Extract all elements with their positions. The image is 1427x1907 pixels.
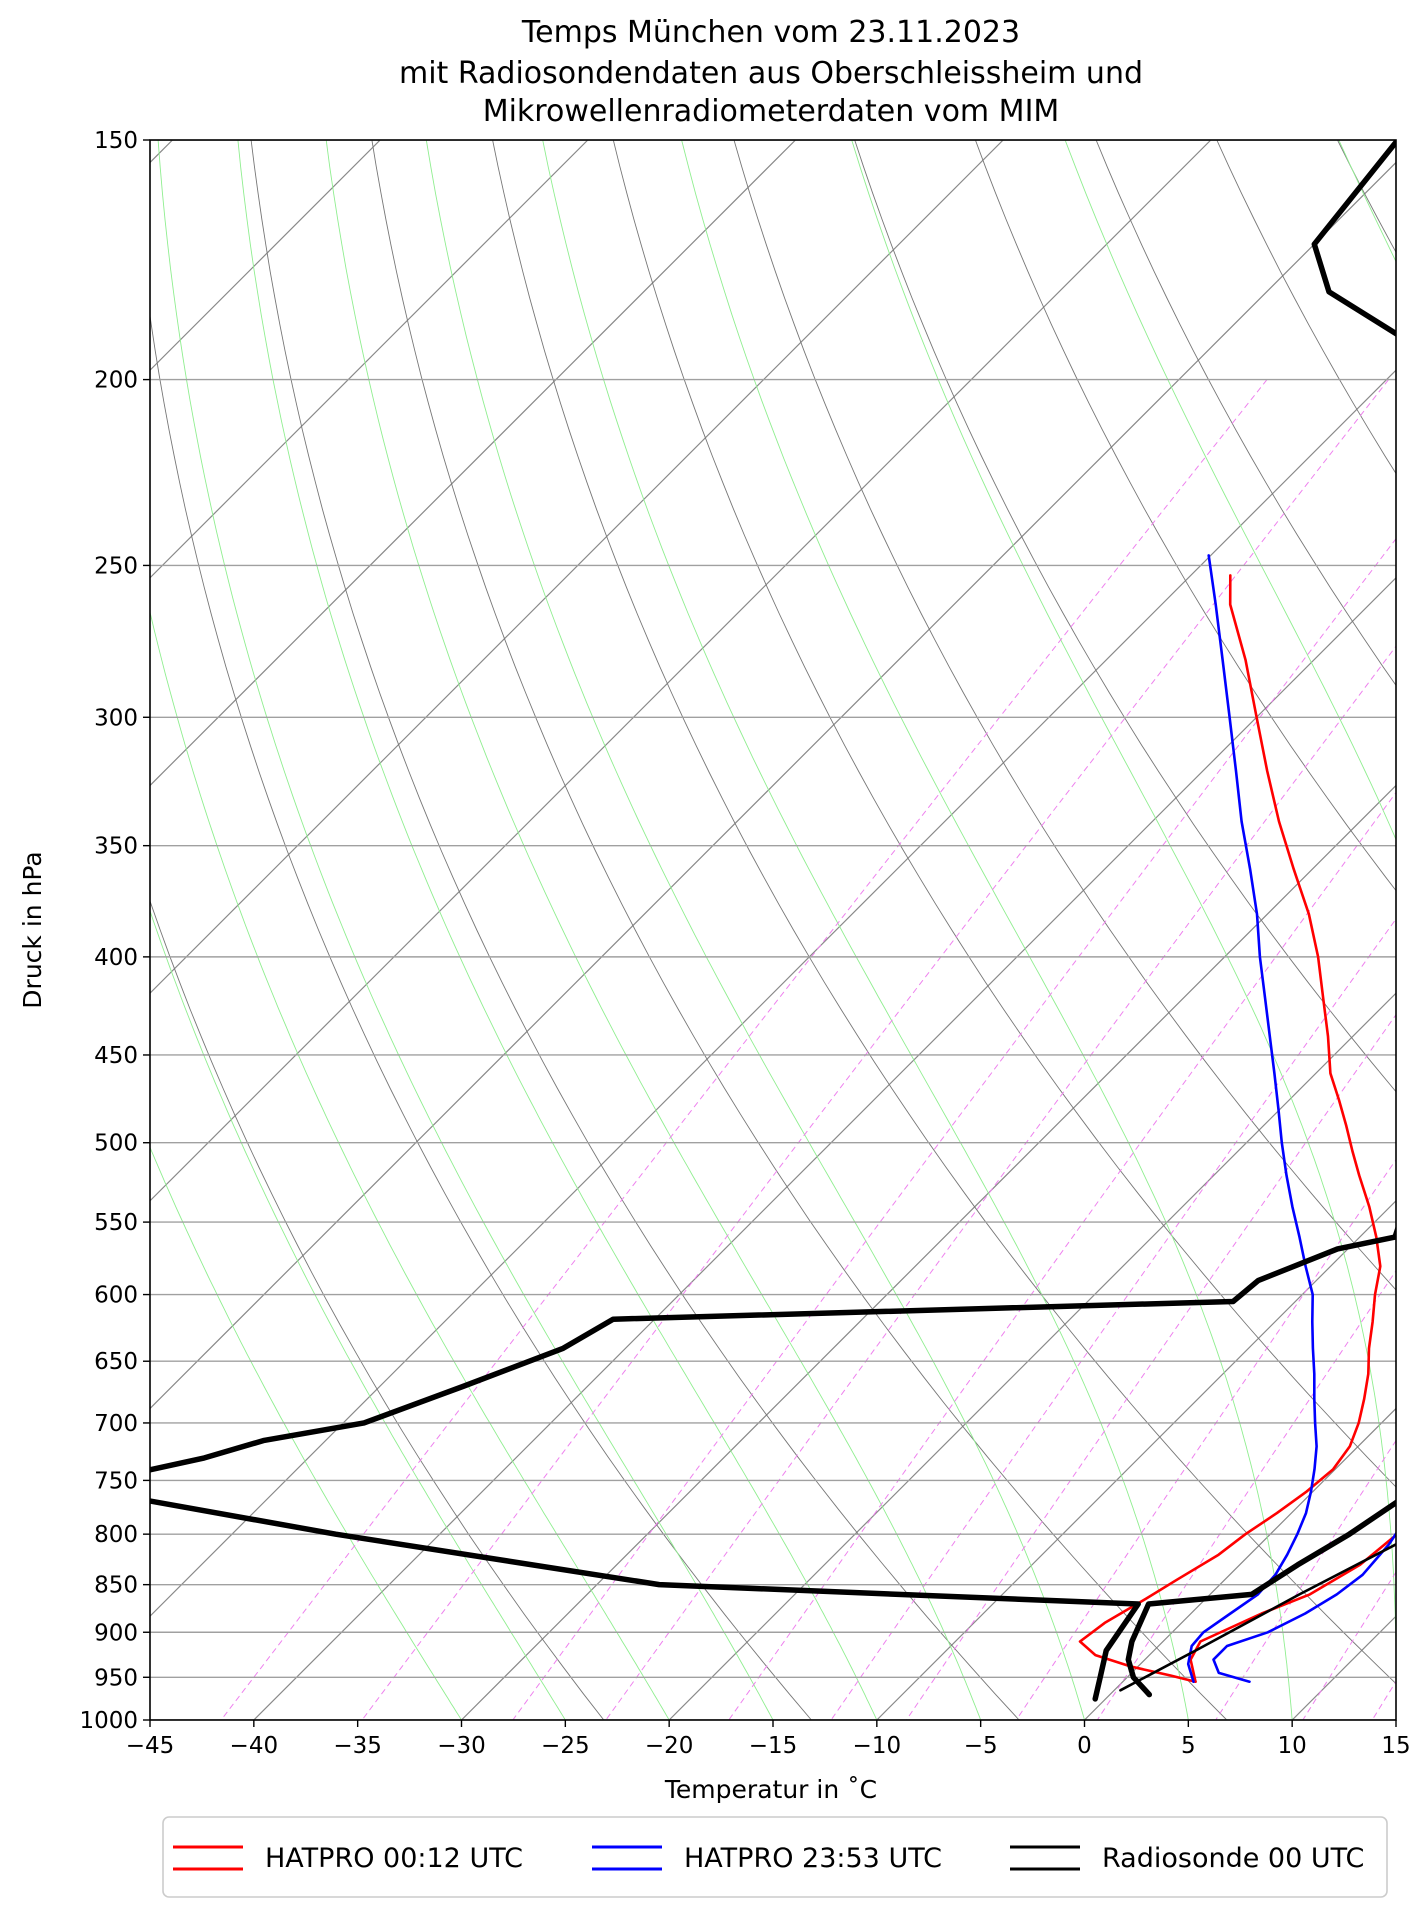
- hatpro-23-53-utc-dewpoint-line: [1186, 554, 1318, 1683]
- chart-title-line-3: Mikrowellenradiometerdaten vom MIM: [483, 94, 1060, 129]
- x-tick-label: 15: [1381, 1733, 1410, 1759]
- isotherm-line: [150, 140, 1212, 1202]
- y-tick-label: 250: [94, 553, 138, 579]
- y-tick-label: 1000: [79, 1708, 138, 1734]
- radiosonde-00-utc-temperature-line: [1125, 1499, 1396, 1698]
- y-tick-label: 450: [94, 1043, 138, 1069]
- moist-adiabat-line: [542, 140, 1189, 1720]
- x-axis-ticks: −45 −40 −35 −30 −25 −20 −15 −10 −5 0 5 10 15: [126, 1720, 1411, 1759]
- y-tick-label: 200: [94, 368, 138, 394]
- y-tick-label: 850: [94, 1573, 138, 1599]
- dry-adiabat-line: [733, 140, 1396, 1291]
- moist-adiabat-line: [851, 140, 1396, 1720]
- dry-adiabat-line: [250, 140, 1020, 1720]
- isotherm-line: [150, 369, 1396, 1618]
- dry-adiabat-line: [150, 312, 812, 1720]
- y-tick-label: 150: [94, 128, 138, 154]
- moist-adiabat-line: [157, 140, 774, 1720]
- y-tick-label: 650: [94, 1349, 138, 1375]
- y-axis-ticks: 150 200 250 300 350 400 450 500 550 600 650 700 750 8…: [79, 128, 150, 1734]
- y-tick-label: 400: [94, 945, 138, 971]
- x-tick-label: 0: [1077, 1733, 1092, 1759]
- legend-item-radiosonde: Radiosonde 00 UTC: [1010, 1843, 1364, 1874]
- dry-adiabat-line: [1095, 140, 1396, 687]
- x-axis-label: Temperatur in ˚C: [664, 1775, 877, 1804]
- dry-adiabat-line: [854, 140, 1396, 1093]
- isotherm-line: [668, 992, 1396, 1720]
- y-tick-label: 800: [94, 1522, 138, 1548]
- y-tick-label: 600: [94, 1283, 138, 1309]
- chart-title-line-1: Temps München vom 23.11.2023: [521, 15, 1020, 50]
- x-tick-label: −25: [541, 1733, 590, 1759]
- legend-item-hatpro-0012: HATPRO 00:12 UTC: [173, 1843, 523, 1874]
- radiosonde-00-utc-parcel-line: [1119, 1542, 1396, 1692]
- dry-adiabat-line: [371, 140, 1228, 1720]
- dry-adiabat-line: [492, 140, 1396, 1685]
- mixing-ratio-line: [220, 379, 1268, 1720]
- isotherm-line: [150, 140, 589, 579]
- legend: HATPRO 00:12 UTC HATPRO 23:53 UTC Radios…: [162, 1816, 1388, 1898]
- dry-adiabat-line: [612, 140, 1396, 1488]
- x-tick-label: 10: [1278, 1733, 1307, 1759]
- isotherm-line: [461, 784, 1396, 1720]
- mixing-ratio-line: [605, 645, 1396, 1720]
- mixing-ratio-line: [512, 537, 1396, 1720]
- legend-label-radiosonde: Radiosonde 00 UTC: [1102, 1843, 1364, 1874]
- x-tick-label: −45: [126, 1733, 175, 1759]
- moist-adiabat-line: [150, 909, 566, 1720]
- y-tick-label: 550: [94, 1210, 138, 1236]
- mixing-ratio-line: [830, 918, 1396, 1720]
- radiosonde-00-utc-dewpoint-line: [150, 140, 1396, 1702]
- chart-title: Temps München vom 23.11.2023 mit Radioso…: [399, 15, 1143, 129]
- x-tick-label: −30: [437, 1733, 486, 1759]
- mixing-ratio-line: [728, 791, 1396, 1720]
- mixing-ratio-line: [905, 1013, 1396, 1720]
- y-tick-label: 350: [94, 834, 138, 860]
- x-tick-label: −10: [853, 1733, 902, 1759]
- isotherm-line: [1084, 1407, 1396, 1720]
- moist-adiabat-line: [1064, 140, 1396, 841]
- isotherm-line: [150, 161, 1396, 1410]
- legend-frame: [162, 1816, 1388, 1898]
- hatpro-23-53-utc-temperature-line: [1212, 1531, 1396, 1683]
- hatpro-00-12-utc-temperature-line: [1189, 1533, 1396, 1683]
- dry-adiabat-line: [150, 899, 605, 1720]
- isotherm-line: [253, 576, 1396, 1720]
- y-tick-label: 750: [94, 1468, 138, 1494]
- moist-adiabat-line: [681, 140, 1293, 1720]
- moist-adiabat-line: [425, 140, 1085, 1720]
- isotherm-line: [150, 140, 1004, 995]
- y-axis-label: Druck in hPa: [18, 851, 47, 1008]
- x-tick-label: −15: [749, 1733, 798, 1759]
- y-tick-label: 700: [94, 1411, 138, 1437]
- y-tick-label: 500: [94, 1131, 138, 1157]
- hatpro-00-12-utc-dewpoint-line: [1078, 574, 1382, 1683]
- dry-adiabat-line: [1216, 140, 1396, 475]
- mixing-ratio-line: [1015, 1158, 1396, 1720]
- legend-label-hatpro-0012: HATPRO 00:12 UTC: [265, 1843, 523, 1874]
- dry-adiabat-line: [974, 140, 1396, 892]
- x-tick-label: −40: [230, 1733, 279, 1759]
- moist-adiabat-line: [150, 1146, 462, 1720]
- legend-label-hatpro-2353: HATPRO 23:53 UTC: [684, 1843, 942, 1874]
- y-tick-label: 300: [94, 705, 138, 731]
- y-tick-label: 950: [94, 1665, 138, 1691]
- profile-lines: [150, 140, 1396, 1702]
- chart-title-line-2: mit Radiosondendaten aus Oberschleisshei…: [399, 56, 1143, 91]
- x-tick-label: −35: [333, 1733, 382, 1759]
- moist-adiabat-line: [150, 610, 670, 1720]
- x-tick-label: 5: [1181, 1733, 1196, 1759]
- isotherm-line: [150, 140, 796, 787]
- legend-item-hatpro-2353: HATPRO 23:53 UTC: [592, 1843, 942, 1874]
- isotherm-line: [876, 1199, 1396, 1720]
- x-tick-label: −20: [645, 1733, 694, 1759]
- y-tick-label: 900: [94, 1620, 138, 1646]
- x-tick-label: −5: [964, 1733, 998, 1759]
